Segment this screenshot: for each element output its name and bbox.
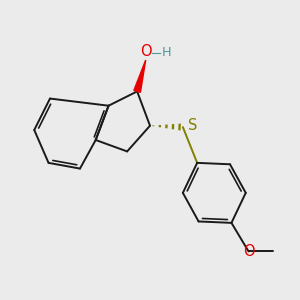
Text: O: O	[140, 44, 152, 59]
Text: H: H	[161, 46, 171, 59]
Text: O: O	[243, 244, 254, 259]
Polygon shape	[134, 60, 146, 92]
Text: S: S	[188, 118, 197, 133]
